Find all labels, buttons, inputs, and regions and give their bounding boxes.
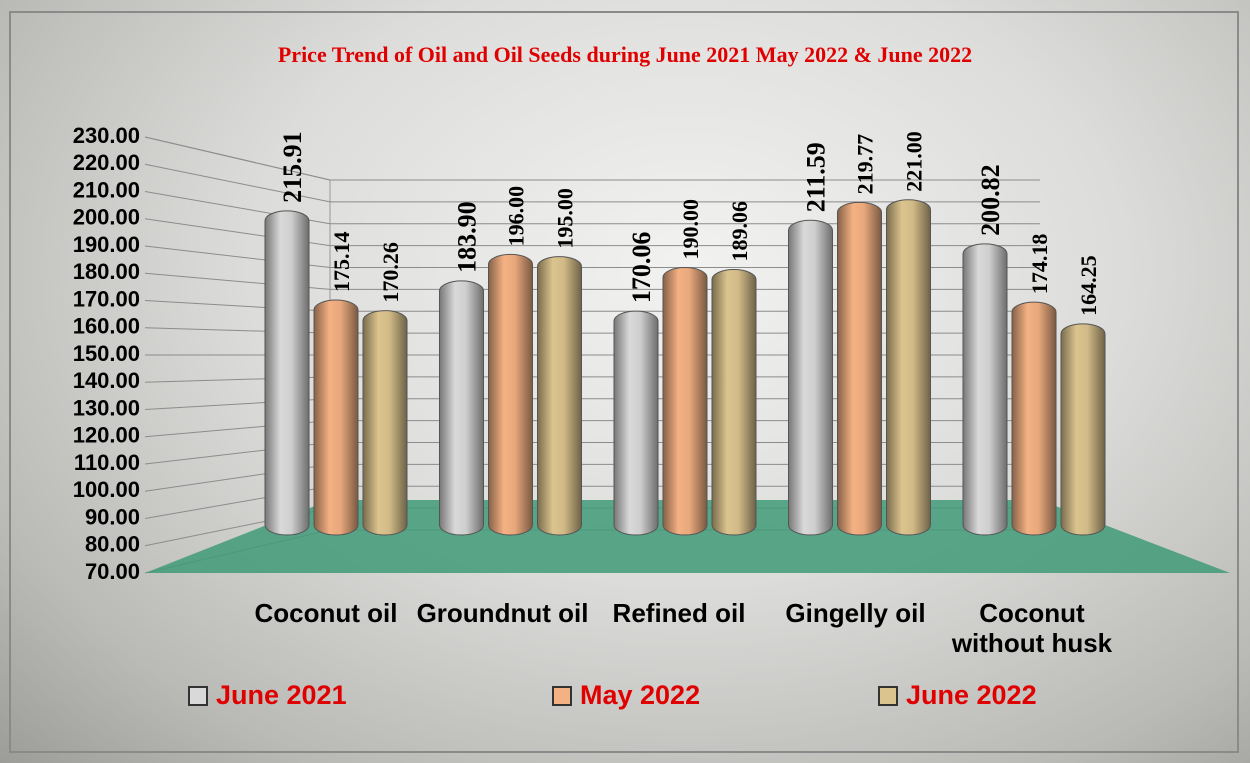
y-tick-label: 120.00	[73, 423, 140, 448]
data-label: 164.25	[1076, 255, 1101, 316]
floor	[145, 500, 1230, 573]
data-label: 196.00	[504, 186, 529, 247]
x-tick-label: Groundnut oil	[416, 598, 589, 628]
y-tick-label: 140.00	[73, 368, 140, 393]
bar	[662, 267, 708, 536]
data-label: 211.59	[801, 142, 830, 212]
data-label: 200.82	[976, 164, 1005, 236]
bar	[886, 199, 931, 536]
bar	[439, 280, 484, 536]
data-label: 215.91	[278, 131, 307, 203]
chart-title: Price Trend of Oil and Oil Seeds during …	[278, 42, 972, 67]
data-label: 221.00	[902, 131, 927, 192]
bar	[1011, 301, 1057, 536]
data-label: 170.06	[627, 232, 656, 304]
bar	[362, 310, 408, 536]
data-label: 170.26	[378, 242, 403, 303]
grid-line	[144, 163, 1040, 203]
y-tick-label: 90.00	[85, 504, 140, 529]
y-tick-label: 180.00	[73, 259, 140, 284]
legend-item: May 2022	[552, 680, 700, 711]
x-tick-label: Coconut oil	[254, 598, 398, 628]
y-tick-label: 220.00	[73, 150, 140, 175]
bar	[962, 243, 1008, 536]
y-tick-label: 160.00	[73, 314, 140, 339]
legend-item: June 2022	[878, 680, 1037, 711]
y-tick-label: 80.00	[85, 532, 140, 557]
y-tick-label: 190.00	[73, 232, 140, 257]
y-tick-label: 170.00	[73, 286, 140, 311]
y-tick-label: 210.00	[73, 177, 140, 202]
data-label: 219.77	[853, 134, 878, 195]
legend-item: June 2021	[188, 680, 347, 711]
chart-border	[9, 11, 1239, 753]
legend-swatch	[552, 685, 572, 706]
legend-swatch	[878, 685, 898, 706]
data-label: 189.06	[727, 201, 752, 262]
bar	[613, 310, 659, 536]
bar	[537, 256, 582, 536]
bar	[1060, 323, 1106, 536]
legend-label: May 2022	[580, 680, 701, 710]
data-label: 175.14	[329, 232, 354, 293]
y-tick-label: 130.00	[73, 395, 140, 420]
bar	[313, 299, 359, 536]
y-tick-label: 230.00	[73, 123, 140, 148]
bar	[788, 219, 833, 536]
x-tick-label: Refined oil	[612, 598, 746, 628]
y-tick-label: 100.00	[73, 477, 140, 502]
y-tick-label: 110.00	[74, 450, 140, 475]
x-tick-label: Gingelly oil	[785, 598, 926, 628]
x-tick-label: Coconut without husk	[951, 598, 1113, 658]
y-tick-label: 150.00	[73, 341, 140, 366]
y-tick-label: 70.00	[85, 559, 140, 584]
bar	[264, 210, 310, 536]
data-label: 183.90	[452, 201, 481, 273]
bar	[488, 253, 533, 536]
legend-label: June 2022	[906, 680, 1037, 710]
data-label: 174.18	[1027, 234, 1052, 295]
bar	[837, 201, 882, 536]
data-label: 195.00	[553, 188, 578, 249]
y-tick-label: 200.00	[73, 205, 140, 230]
legend-label: June 2021	[216, 680, 347, 710]
data-label: 190.00	[678, 199, 703, 260]
grid-line	[144, 136, 1040, 181]
bar	[711, 269, 757, 536]
legend-swatch	[188, 685, 208, 706]
